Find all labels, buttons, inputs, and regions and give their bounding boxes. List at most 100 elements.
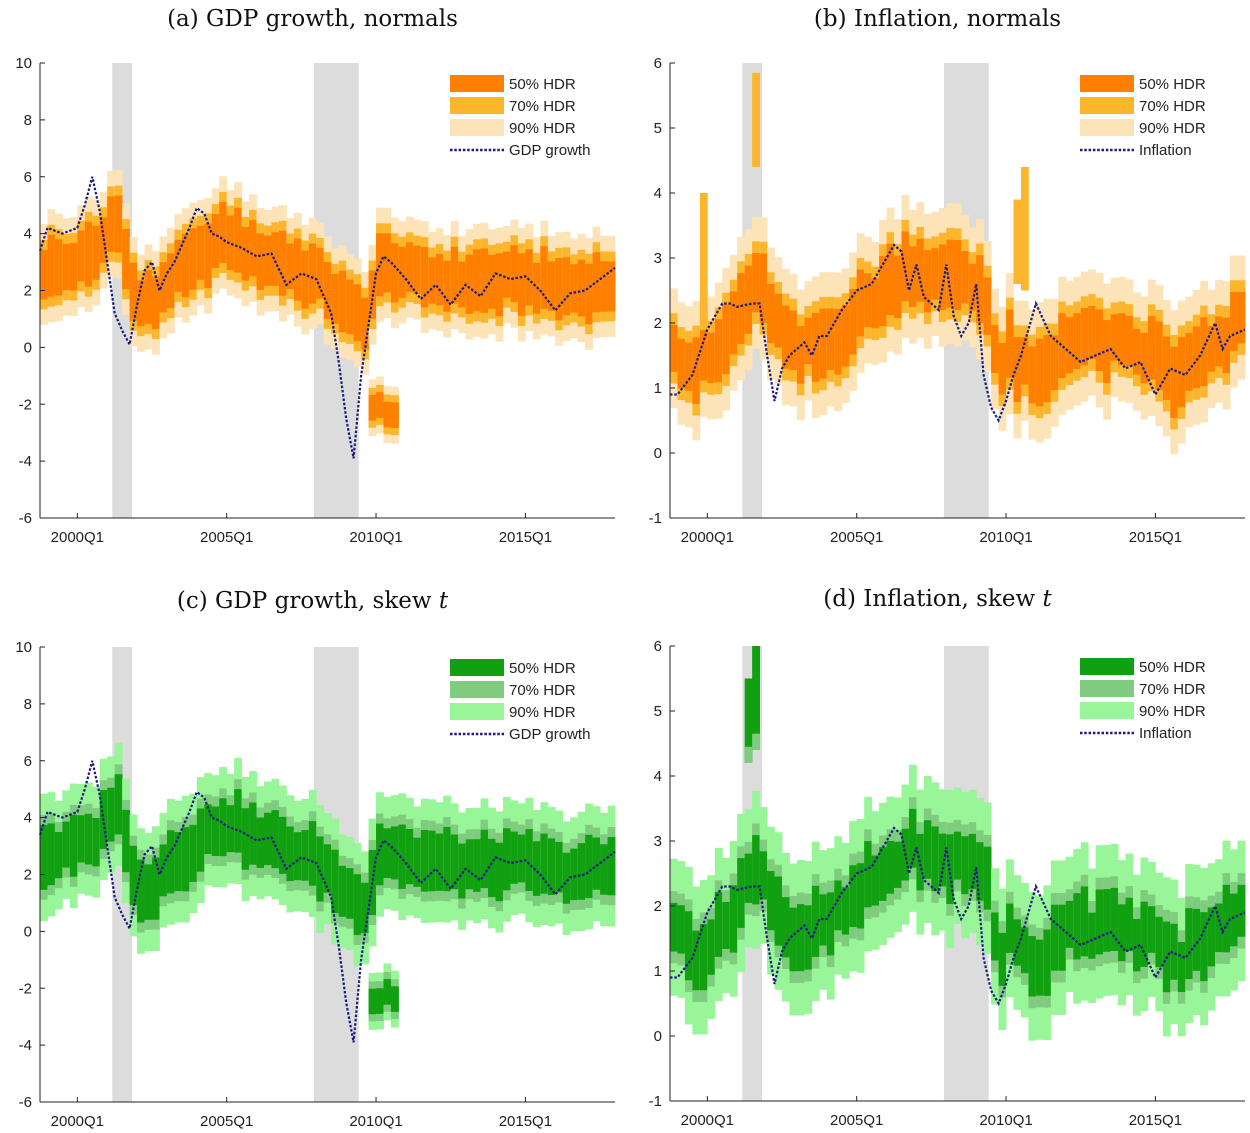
y-tick-label: 8 [24, 112, 32, 129]
hdr50-bar [256, 817, 265, 868]
hdr50-bar [759, 253, 768, 324]
legend: 50% HDR 70% HDR 90% HDR Inflation [1080, 75, 1206, 159]
hdr50-bar [570, 264, 579, 313]
hdr50-bar [953, 240, 962, 311]
hdr50-bar [361, 297, 369, 350]
hdr50-bar [998, 932, 1007, 986]
hdr50-bar [323, 844, 332, 893]
hdr50-bar [196, 225, 205, 280]
hdr50-bar [1080, 886, 1089, 957]
hdr50-bar [562, 257, 571, 316]
hdr50-bar [69, 814, 78, 877]
hdr50-bar [435, 833, 444, 891]
hdr50-bar [856, 863, 865, 929]
legend-label-hdr90: 90% HDR [509, 120, 576, 137]
x-tick-label: 2005Q1 [830, 1112, 883, 1129]
hdr50-bar [346, 279, 355, 334]
hdr50-bar [92, 225, 101, 280]
hdr50-bar [953, 831, 962, 880]
hdr50-bar [308, 821, 317, 886]
hdr50-bar [144, 269, 153, 324]
hdr50-bar [1140, 901, 1149, 967]
hdr50-bar [1185, 908, 1194, 979]
hdr50-bar [152, 276, 160, 329]
panel-c: (c) GDP growth, skew t -6 -4 -2 0 2 4 6 8 10 2000… [0, 566, 625, 1133]
legend-swatch-hdr70 [1080, 680, 1134, 697]
legend-label-hdr50: 50% HDR [1139, 659, 1206, 676]
x-tick-label: 2010Q1 [349, 529, 402, 546]
panel-title-text: (b) Inflation, normals [813, 6, 1062, 32]
hdr50-bar [1006, 903, 1014, 953]
x-tick-label: 2005Q1 [200, 1113, 253, 1130]
hdr50-bar [547, 261, 556, 311]
hdr50-bar [473, 839, 481, 892]
y-tick-label: 5 [654, 703, 662, 720]
legend-label-hdr70: 70% HDR [509, 98, 576, 115]
legend-swatch-hdr70 [450, 97, 504, 114]
hdr50-bar [1215, 903, 1223, 953]
panel-title: (d) Inflation, skew t [625, 586, 1250, 612]
hdr50-bar [211, 214, 220, 269]
hdr50-bar [1073, 313, 1082, 370]
y-tick-label: -6 [19, 510, 32, 527]
hdr50-bar [458, 843, 467, 899]
hdr50-bar [40, 249, 48, 300]
hdr50-bar [759, 851, 768, 900]
hdr50-bar [211, 806, 220, 856]
hdr50-bar [174, 239, 183, 292]
hdr50-bar [346, 868, 355, 919]
hdr50-bar [420, 829, 429, 892]
hdr50-bar [670, 902, 678, 952]
hdr50-bar [1095, 889, 1104, 955]
hdr50-bar [249, 802, 257, 865]
hdr50-bar [152, 857, 160, 920]
hdr50-bar [592, 252, 601, 313]
panel-title: (a) GDP growth, normals [0, 6, 625, 32]
hdr50-bar [879, 256, 887, 327]
hdr50-bar [77, 815, 86, 863]
legend-swatch-hdr50 [1080, 75, 1134, 92]
hdr50-bar [607, 261, 616, 312]
hdr50-bar [69, 242, 78, 291]
hdr50-bar [991, 325, 999, 373]
hdr50-bar [241, 227, 250, 281]
hdr50-bar [1237, 291, 1246, 344]
hdr50-bar [1222, 317, 1231, 374]
y-tick-label: 4 [24, 226, 32, 243]
hdr50-bar [1170, 923, 1179, 980]
legend-label-hdr50: 50% HDR [1139, 76, 1206, 93]
hdr50-bar [1043, 335, 1052, 403]
hdr50-bar [353, 874, 362, 936]
hdr50-bar [502, 828, 511, 891]
hdr50-bar [1125, 897, 1134, 952]
hdr50-bar [864, 273, 873, 328]
hdr50-bar [1028, 346, 1037, 404]
hdr50-bar [525, 829, 534, 891]
hdr50-bar [699, 924, 708, 991]
series-line [38, 176, 616, 459]
hdr50-bar [1215, 316, 1223, 367]
legend-swatch-hdr90 [450, 119, 504, 136]
hdr50-bar [976, 255, 985, 324]
hdr50-bar [383, 979, 392, 1005]
y-tick-label: -1 [649, 510, 662, 527]
hdr50-bar [517, 253, 526, 316]
hdr50-bar [1170, 346, 1179, 418]
y-tick-label: -2 [19, 396, 32, 413]
hdr50-bar [234, 207, 243, 273]
hdr50-bar [908, 808, 917, 868]
hdr50-bar [692, 930, 701, 991]
hdr50-bar [737, 858, 746, 928]
hdr50-bar [699, 329, 708, 381]
y-tick-label: 1 [654, 963, 662, 980]
hdr50-bar [166, 830, 175, 894]
panel-title: (c) GDP growth, skew t [0, 588, 625, 614]
hdr50-bar [1065, 317, 1074, 374]
y-tick-label: 1 [654, 380, 662, 397]
y-tick-label: 10 [15, 639, 32, 656]
series-line [670, 243, 1246, 424]
hdr50-bar [323, 262, 332, 319]
hdr50-bar [577, 843, 586, 900]
hdr50-bar [796, 904, 805, 972]
hdr50-bar [77, 230, 86, 282]
